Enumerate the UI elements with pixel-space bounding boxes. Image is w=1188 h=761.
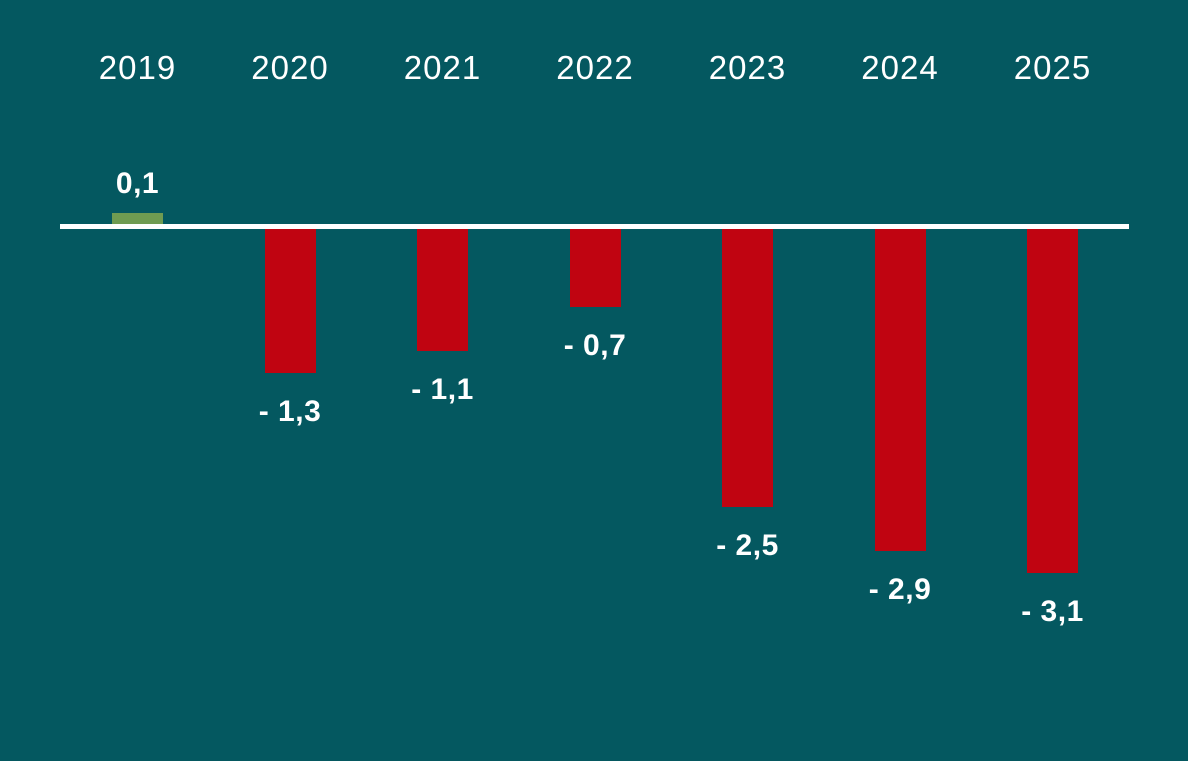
x-axis-label-2021: 2021 xyxy=(403,49,482,86)
bar-2025 xyxy=(1027,229,1078,573)
x-axis-label-2020: 2020 xyxy=(251,49,329,86)
bar-2024 xyxy=(874,229,926,551)
bar-value-label-2020: - 1,3 xyxy=(258,395,322,428)
x-axis-label-2025: 2025 xyxy=(1013,49,1092,86)
bar-value-label-2023: - 2,5 xyxy=(716,529,779,562)
bar-2020 xyxy=(264,229,316,373)
bar-value-label-2019: 0,1 xyxy=(115,167,160,200)
x-axis-label-2022: 2022 xyxy=(556,49,634,86)
bar-value-label-2024: - 2,9 xyxy=(868,573,932,606)
bar-value-label-2025: - 3,1 xyxy=(1021,595,1084,628)
bar-2019 xyxy=(112,213,163,224)
zero-baseline xyxy=(60,224,1129,229)
bar-value-label-2022: - 0,7 xyxy=(563,329,627,362)
bar-2022 xyxy=(569,229,621,307)
bar-2021 xyxy=(417,229,468,351)
x-axis-label-2024: 2024 xyxy=(861,49,939,86)
bar-value-label-2021: - 1,1 xyxy=(411,373,474,406)
bar-2023 xyxy=(722,229,773,507)
x-axis-label-2023: 2023 xyxy=(708,49,787,86)
x-axis-label-2019: 2019 xyxy=(98,49,177,86)
